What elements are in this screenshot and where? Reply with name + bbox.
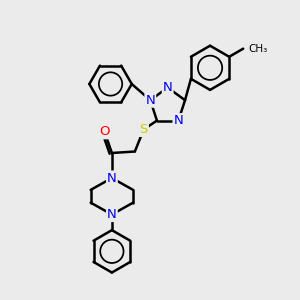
- Text: N: N: [146, 94, 155, 107]
- Text: N: N: [173, 114, 183, 127]
- Text: O: O: [99, 125, 110, 138]
- Text: N: N: [163, 81, 172, 94]
- Text: S: S: [140, 123, 148, 136]
- Text: CH₃: CH₃: [248, 44, 268, 54]
- Text: N: N: [107, 208, 117, 221]
- Text: N: N: [107, 172, 117, 184]
